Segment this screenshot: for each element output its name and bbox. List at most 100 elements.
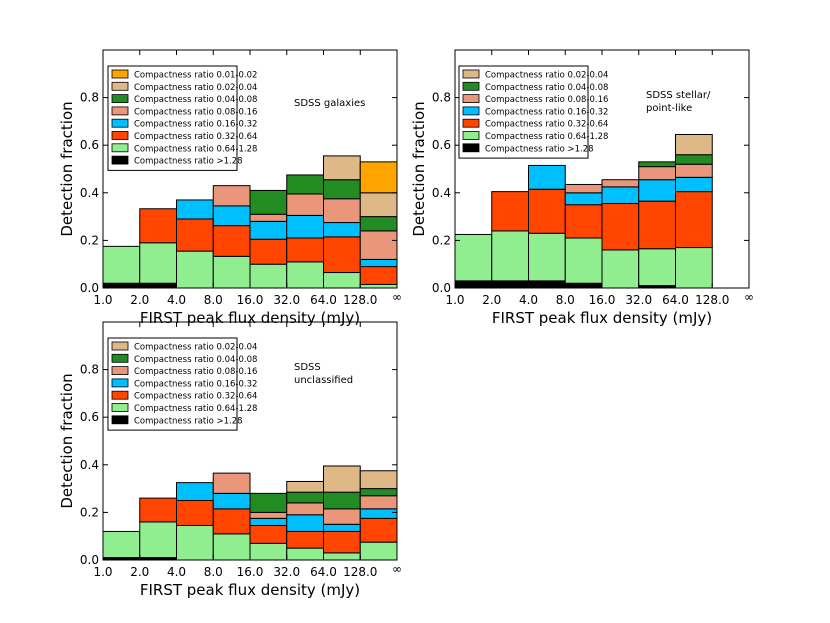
bar-segment	[249, 213, 288, 222]
bar-segment	[286, 547, 324, 561]
legend-swatch	[462, 94, 480, 103]
y-tick-label: 0.8	[80, 363, 99, 377]
bar-segment	[359, 161, 398, 194]
bar-segment	[528, 232, 566, 282]
bar-segment	[601, 249, 640, 289]
legend-swatch	[111, 94, 129, 103]
panel-annotation: unclassified	[294, 375, 353, 386]
x-tick-label: 4.0	[167, 293, 186, 307]
bar-segment	[102, 530, 141, 559]
y-tick-label: 0.2	[80, 233, 99, 247]
bar-segment	[638, 179, 676, 202]
bar-segment	[249, 524, 288, 544]
bar-segment	[454, 280, 493, 289]
legend-label: Compactness ratio 0.04-0.08	[134, 355, 257, 365]
legend-label: Compactness ratio 0.32-0.64	[134, 392, 257, 402]
legend-box	[107, 65, 238, 171]
bar-segment	[323, 222, 361, 238]
y-tick-label: 0.0	[80, 553, 99, 567]
bar-segment	[491, 191, 529, 232]
bar-segment	[323, 491, 361, 510]
x-axis-label: FIRST peak flux density (mJy)	[140, 581, 360, 599]
bar-segment	[212, 255, 251, 289]
bar-segment	[249, 517, 288, 526]
chart-panel-3: 0.0 0.2 0.4 0.6 0.8 1.0 2.0 4.0 8.0 16.0 32.0 64.0 1…	[58, 321, 402, 599]
bar-segment	[286, 502, 324, 516]
legend-box	[107, 337, 238, 431]
bar-segment	[286, 261, 324, 289]
bar-segment	[528, 280, 566, 289]
legend-label: Compactness ratio 0.04-0.08	[134, 95, 257, 105]
y-tick-label: 0.4	[80, 186, 99, 200]
legend-label: Compactness ratio 0.04-0.08	[485, 83, 608, 93]
bar-segment	[286, 214, 324, 239]
panel-annotation: point-like	[646, 103, 692, 114]
bar-segment	[286, 174, 324, 195]
legend-swatch	[462, 106, 480, 116]
bar-segment	[359, 470, 398, 490]
x-tick-label: 16.0	[237, 565, 264, 579]
bar-segment	[139, 282, 177, 289]
legend-swatch	[462, 131, 480, 140]
chart-panel-2: 0.0 0.2 0.4 0.6 0.8 1.0 2.0 4.0 8.0 16.0 32.0 64.0 1…	[410, 49, 754, 327]
x-tick-label: 32.0	[273, 565, 300, 579]
bar-segment	[176, 482, 214, 501]
bar-segment	[286, 193, 324, 216]
bar-segment	[176, 524, 214, 561]
legend-swatch	[111, 390, 129, 400]
bar-segment	[601, 203, 640, 251]
x-tick-label: ∞	[392, 290, 402, 304]
legend-label: Compactness ratio 0.02-0.04	[134, 343, 257, 353]
bar-segment	[249, 238, 288, 265]
bar-segment	[212, 533, 251, 561]
x-tick-label: 1.0	[445, 293, 464, 307]
y-tick-label: 0.0	[80, 281, 99, 295]
bar-segment	[249, 263, 288, 289]
bar-segment	[323, 465, 361, 493]
panel-annotation: SDSS galaxies	[294, 98, 365, 109]
legend-label: Compactness ratio 0.02-0.04	[485, 71, 608, 81]
x-tick-label: ∞	[744, 290, 754, 304]
legend-swatch	[111, 155, 129, 165]
legend-swatch	[111, 118, 129, 128]
bar-segment	[212, 508, 251, 535]
x-tick-label: 2.0	[130, 293, 149, 307]
y-axis-label: Detection fraction	[58, 373, 76, 508]
x-tick-label: 8.0	[204, 293, 223, 307]
bar-segment	[212, 472, 251, 494]
legend-swatch	[111, 143, 129, 153]
legend-label: Compactness ratio 0.16-0.32	[134, 120, 257, 130]
bar-segment	[564, 237, 603, 284]
legend-label: Compactness ratio 0.32-0.64	[134, 132, 257, 142]
legend-swatch	[462, 118, 480, 128]
x-tick-label: 64.0	[310, 293, 337, 307]
bar-segment	[528, 188, 566, 234]
bar-segment	[102, 245, 141, 284]
legend-swatch	[462, 81, 480, 91]
bar-segment	[638, 161, 676, 168]
bar-segment	[323, 523, 361, 532]
legend-swatch	[462, 143, 480, 153]
legend-label: Compactness ratio 0.16-0.32	[134, 379, 257, 389]
bar-segment	[675, 133, 713, 156]
x-tick-label: 1.0	[93, 565, 112, 579]
bar-segment	[286, 237, 324, 263]
y-tick-label: 0.4	[80, 458, 99, 472]
y-tick-label: 0.6	[80, 410, 99, 424]
bar-segment	[323, 552, 361, 561]
bar-segment	[286, 491, 324, 504]
bar-segment	[638, 200, 676, 250]
panel-annotation: SDSS stellar/	[646, 90, 711, 101]
bar-segment	[564, 282, 603, 289]
legend-swatch	[111, 353, 129, 363]
bar-segment	[249, 220, 288, 240]
x-tick-label: 32.0	[273, 293, 300, 307]
legend-swatch	[111, 403, 129, 412]
bar-segment	[528, 164, 566, 190]
x-tick-label: 32.0	[625, 293, 652, 307]
x-tick-label: 64.0	[310, 565, 337, 579]
bar-segment	[249, 511, 288, 519]
x-tick-label: ∞	[392, 562, 402, 576]
legend-label: Compactness ratio 0.02-0.04	[134, 83, 257, 93]
bar-segment	[638, 248, 676, 287]
